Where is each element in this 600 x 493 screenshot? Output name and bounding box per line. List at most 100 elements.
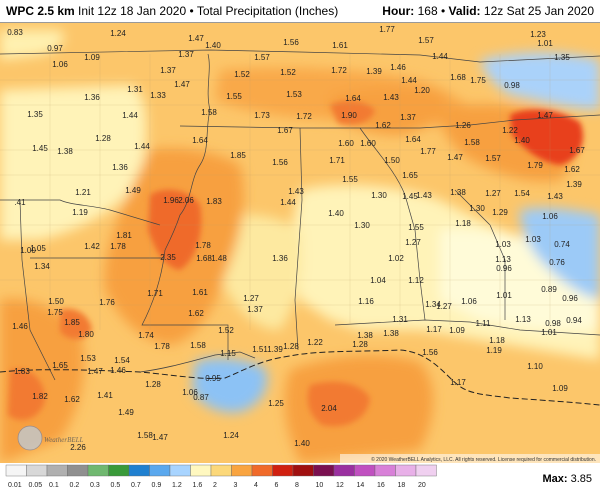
precip-value-label: 1.40 bbox=[328, 209, 344, 218]
legend-tick-label: 0.01 bbox=[8, 482, 22, 489]
legend-tick-label: 0.2 bbox=[70, 482, 80, 489]
precip-value-label: 1.36 bbox=[272, 254, 288, 263]
valid-time-readout: Hour: 168 • Valid: 12z Sat 25 Jan 2020 bbox=[382, 4, 594, 18]
precip-value-label: 1.85 bbox=[230, 151, 246, 160]
precip-value-label: 0.83 bbox=[7, 28, 23, 37]
precip-value-label: 1.15 bbox=[220, 349, 236, 358]
precip-value-label: 1.77 bbox=[420, 147, 436, 156]
precip-value-label: 1.01 bbox=[541, 328, 557, 337]
max-value: 3.85 bbox=[570, 473, 592, 485]
legend-swatch bbox=[46, 464, 68, 477]
legend-tick-label: 10 bbox=[316, 482, 324, 489]
precip-value-label: 1.50 bbox=[384, 156, 400, 165]
precip-value-label: 1.40 bbox=[514, 136, 530, 145]
precip-value-label: 1.47 bbox=[152, 433, 168, 442]
precip-value-label: 1.30 bbox=[469, 204, 485, 213]
precip-value-label: 1.06 bbox=[182, 388, 198, 397]
boundary-georgia-florida bbox=[334, 319, 600, 336]
precip-value-label: 1.06 bbox=[52, 60, 68, 69]
map-title: WPC 2.5 km Init 12z 18 Jan 2020 • Total … bbox=[6, 4, 338, 18]
precip-value-label: 1.19 bbox=[72, 208, 88, 217]
precip-core-southwest bbox=[8, 369, 45, 420]
hour-label: Hour: bbox=[382, 4, 415, 18]
precip-value-label: 1.03 bbox=[495, 240, 511, 249]
watermark-text: WeatherBELL bbox=[44, 436, 84, 444]
precip-value-label: 1.47 bbox=[537, 111, 553, 120]
precip-value-label: 1.39 bbox=[566, 180, 582, 189]
legend-tick-label: 4 bbox=[254, 482, 258, 489]
legend-tick-label: 1.2 bbox=[172, 482, 182, 489]
precip-value-label: 1.28 bbox=[95, 134, 111, 143]
precip-value-label: 1.52 bbox=[234, 70, 250, 79]
precip-value-label: 1.57 bbox=[254, 53, 270, 62]
legend-swatch bbox=[149, 464, 171, 477]
precip-value-label: 2.04 bbox=[321, 404, 337, 413]
county-grid bbox=[0, 54, 600, 330]
boundary-mississippi-alabama bbox=[294, 127, 303, 351]
precip-value-label: 1.50 bbox=[48, 297, 64, 306]
precip-value-label: 1.78 bbox=[195, 241, 211, 250]
legend-swatch bbox=[108, 464, 130, 477]
legend-swatch bbox=[292, 464, 314, 477]
precip-value-label: 1.40 bbox=[294, 439, 310, 448]
precip-value-label: 1.64 bbox=[192, 136, 208, 145]
precip-value-label: 1.13 bbox=[495, 255, 511, 264]
precip-value-label: 0.96 bbox=[562, 294, 578, 303]
precip-value-label: 1.73 bbox=[254, 111, 270, 120]
precip-value-label: 1.27 bbox=[405, 238, 421, 247]
field-name: Total Precipitation (Inches) bbox=[196, 4, 339, 18]
precip-value-label: 1.16 bbox=[358, 297, 374, 306]
precip-value-label: 1.06 bbox=[542, 212, 558, 221]
precip-value-label: 1.49 bbox=[125, 186, 141, 195]
county-lines-horizontal bbox=[0, 79, 600, 306]
precip-value-label: 1.38 bbox=[357, 331, 373, 340]
legend-swatch bbox=[415, 464, 437, 477]
precip-core-northeast bbox=[510, 109, 584, 165]
legend-tick-label: 18 bbox=[398, 482, 406, 489]
precip-value-label: 1.39 bbox=[267, 345, 283, 354]
legend-swatch bbox=[26, 464, 48, 477]
precip-value-label: 1.57 bbox=[418, 36, 434, 45]
watermark-globe bbox=[17, 425, 43, 451]
precip-value-label: 1.62 bbox=[188, 309, 204, 318]
precip-value-label: 1.27 bbox=[485, 189, 501, 198]
precip-value-label: 1.85 bbox=[64, 318, 80, 327]
precip-value-label: 1.43 bbox=[383, 93, 399, 102]
max-label-text: Max: bbox=[542, 473, 568, 485]
coastline-inner bbox=[139, 351, 256, 373]
precip-value-label: 1.74 bbox=[138, 331, 154, 340]
precip-value-label: 0.76 bbox=[549, 258, 565, 267]
model-name: WPC 2.5 km bbox=[6, 4, 75, 18]
precip-value-label: 1.38 bbox=[383, 329, 399, 338]
legend-swatch bbox=[272, 464, 294, 477]
precip-value-label: 1.03 bbox=[525, 235, 541, 244]
precip-value-label: 1.46 bbox=[12, 322, 28, 331]
precip-value-label: 1.28 bbox=[283, 342, 299, 351]
precip-value-label: 1.21 bbox=[75, 188, 91, 197]
precip-value-label: 1.60 bbox=[338, 139, 354, 148]
precip-value-label: 1.54 bbox=[114, 356, 130, 365]
precip-zone-pale-north bbox=[0, 30, 64, 60]
precip-value-label: 1.30 bbox=[371, 191, 387, 200]
precip-value-label: 1.06 bbox=[461, 297, 477, 306]
precip-value-label: 1.75 bbox=[470, 76, 486, 85]
legend-swatch bbox=[5, 464, 27, 477]
precip-value-label: 1.35 bbox=[27, 110, 43, 119]
legend-swatch bbox=[354, 464, 376, 477]
legend-tick-label: 20 bbox=[418, 482, 426, 489]
precip-value-label: 1.42 bbox=[84, 242, 100, 251]
boundary-mississippi-river-south bbox=[141, 249, 229, 360]
precip-value-label: 0.98 bbox=[545, 319, 561, 328]
precip-value-label: 1.56 bbox=[272, 158, 288, 167]
precip-value-label: 0.96 bbox=[496, 264, 512, 273]
precip-value-label: 1.47 bbox=[447, 153, 463, 162]
precip-value-label: 1.52 bbox=[218, 326, 234, 335]
legend-swatch bbox=[395, 464, 417, 477]
precip-value-label: 1.62 bbox=[375, 121, 391, 130]
precip-value-label: 1.72 bbox=[331, 66, 347, 75]
precip-value-label: 1.09 bbox=[552, 384, 568, 393]
precip-value-label: 1.26 bbox=[455, 121, 471, 130]
copyright-text: © 2020 WeatherBELL Analytics, LLC. All r… bbox=[371, 456, 596, 463]
precip-value-label: 1.35 bbox=[554, 53, 570, 62]
precip-value-label: 1.10 bbox=[527, 362, 543, 371]
